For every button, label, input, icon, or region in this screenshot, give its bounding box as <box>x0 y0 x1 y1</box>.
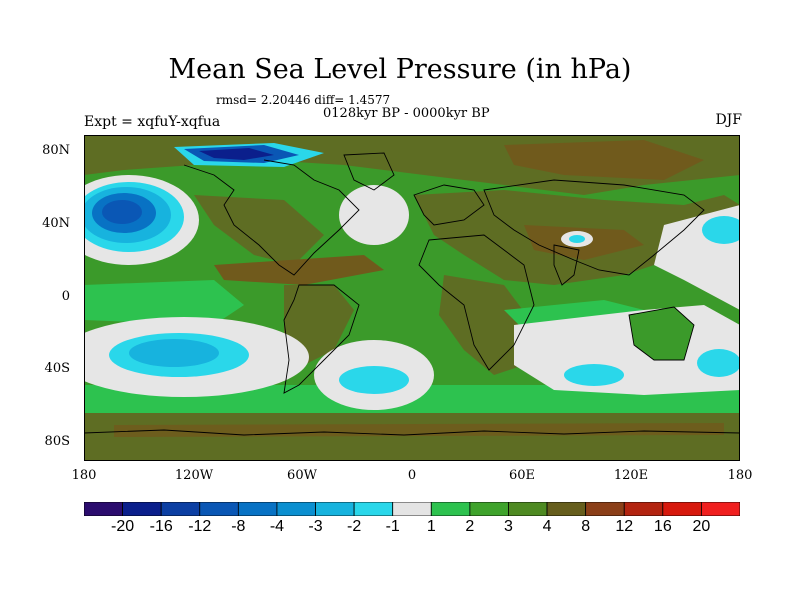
colorbar-swatch <box>701 502 740 516</box>
season-label: DJF <box>715 112 742 128</box>
colorbar-label: 3 <box>504 518 513 535</box>
coast-south-america <box>283 284 360 394</box>
region-cyan-nz <box>697 349 740 377</box>
lat-label-0: 0 <box>61 289 70 304</box>
coast-africa <box>418 234 535 371</box>
colorbar-label: 4 <box>542 518 552 535</box>
colorbar-swatch <box>315 502 355 516</box>
pressure-map <box>84 135 740 461</box>
colorbar-swatch <box>469 502 509 516</box>
map-frame <box>84 135 740 461</box>
lon-label-120w: 120W <box>174 468 214 483</box>
lon-label-60w: 60W <box>287 468 317 483</box>
region-lblue-spacific <box>129 339 219 367</box>
colorbar-label: -12 <box>188 518 212 535</box>
colorbar-label: -3 <box>308 518 323 535</box>
lat-label-80s: 80S <box>44 434 70 449</box>
coast-greenland <box>343 152 395 191</box>
colorbar-label: -4 <box>269 518 285 535</box>
lon-label-0: 0 <box>407 468 417 483</box>
region-australia <box>629 307 694 360</box>
region-brown-siberia <box>504 140 704 180</box>
colorbar-swatch <box>623 502 664 516</box>
region-cyan-satlantic <box>339 366 409 394</box>
coast-antarctica <box>84 429 740 436</box>
region-white-natlantic <box>339 185 409 245</box>
colorbar-label: -16 <box>149 518 173 535</box>
stats-text: rmsd= 2.20446 diff= 1.4577 <box>216 93 391 107</box>
lon-label-180w: 180 <box>71 468 97 483</box>
region-cyan-indian <box>564 364 624 386</box>
region-namerica-olive <box>194 195 324 265</box>
colorbar-label: 8 <box>581 518 591 535</box>
colorbar-label: -20 <box>111 518 135 535</box>
colorbar-swatch <box>353 502 394 516</box>
lon-label-120e: 120E <box>613 468 649 483</box>
region-arctic-dblue <box>199 148 274 160</box>
lon-label-180e: 180 <box>727 468 753 483</box>
colorbar-label: 1 <box>426 518 436 535</box>
coast-europe <box>413 184 485 226</box>
colorbar-swatch <box>237 502 278 516</box>
colorbar-swatch <box>84 502 123 516</box>
lon-label-60e: 60E <box>508 468 536 483</box>
colorbar-swatch <box>276 502 316 516</box>
colorbar-swatch <box>392 502 432 516</box>
coast-australia <box>628 306 695 361</box>
colorbar-label: -2 <box>346 518 362 535</box>
colorbar-label: 20 <box>692 518 711 535</box>
map-title: Mean Sea Level Pressure (in hPa) <box>168 54 632 85</box>
colorbar <box>84 502 740 516</box>
lat-label-40n: 40N <box>42 216 70 231</box>
coastlines <box>84 152 740 436</box>
colorbar-label: -1 <box>385 518 400 535</box>
colorbar-swatch <box>662 502 702 516</box>
colorbar-swatch <box>199 502 239 516</box>
colorbar-label: 12 <box>615 518 634 535</box>
region-brown-antarctic <box>114 423 724 437</box>
region-dblue-npacific <box>102 200 142 224</box>
lat-label-80n: 80N <box>42 143 70 158</box>
region-africa-olive <box>439 275 534 375</box>
experiment-label: Expt = xqfuY-xqfua <box>84 114 221 130</box>
region-cyan-wpacific <box>702 216 740 244</box>
colorbar-swatch <box>160 502 201 516</box>
coast-asia <box>483 179 705 276</box>
coast-india <box>553 244 580 286</box>
colorbar-label: 2 <box>465 518 475 535</box>
region-cyan-tibet <box>569 235 585 243</box>
colorbar-label: 16 <box>653 518 672 535</box>
colorbar-swatch <box>430 502 471 516</box>
colorbar-swatch <box>508 502 548 516</box>
colorbar-swatch <box>122 502 162 516</box>
coast-north-america <box>183 159 360 276</box>
colorbar-swatch <box>585 502 625 516</box>
region-green-tropics <box>84 280 244 325</box>
colorbar-label: -8 <box>231 518 246 535</box>
lat-label-40s: 40S <box>44 361 70 376</box>
colorbar-swatch <box>546 502 587 516</box>
period-text: 0128kyr BP - 0000kyr BP <box>323 106 490 121</box>
